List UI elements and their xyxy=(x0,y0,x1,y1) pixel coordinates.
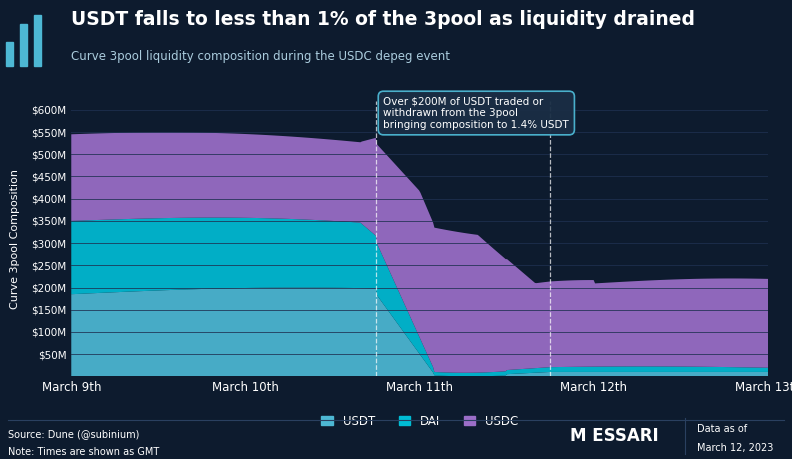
Legend: USDT, DAI, USDC: USDT, DAI, USDC xyxy=(318,411,522,431)
Text: Source: Dune (@subinium): Source: Dune (@subinium) xyxy=(8,429,139,439)
FancyArrow shape xyxy=(6,42,13,66)
Text: Data as of: Data as of xyxy=(697,424,747,434)
Text: USDT falls to less than 1% of the 3pool as liquidity drained: USDT falls to less than 1% of the 3pool … xyxy=(71,10,695,29)
Y-axis label: Curve 3pool Composition: Curve 3pool Composition xyxy=(10,168,20,309)
FancyArrow shape xyxy=(34,15,40,66)
Text: M ESSARI: M ESSARI xyxy=(570,427,659,445)
Text: March 12, 2023: March 12, 2023 xyxy=(697,442,773,453)
FancyArrow shape xyxy=(20,24,27,66)
Text: Curve 3pool liquidity composition during the USDC depeg event: Curve 3pool liquidity composition during… xyxy=(71,50,451,62)
Text: Note: Times are shown as GMT: Note: Times are shown as GMT xyxy=(8,447,159,457)
Text: Over $200M of USDT traded or
withdrawn from the 3pool
bringing composition to 1.: Over $200M of USDT traded or withdrawn f… xyxy=(383,96,569,129)
